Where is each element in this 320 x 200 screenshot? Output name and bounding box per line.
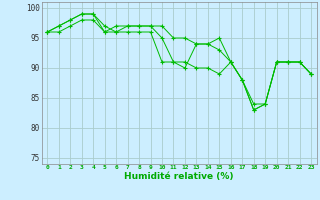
X-axis label: Humidité relative (%): Humidité relative (%)	[124, 172, 234, 181]
